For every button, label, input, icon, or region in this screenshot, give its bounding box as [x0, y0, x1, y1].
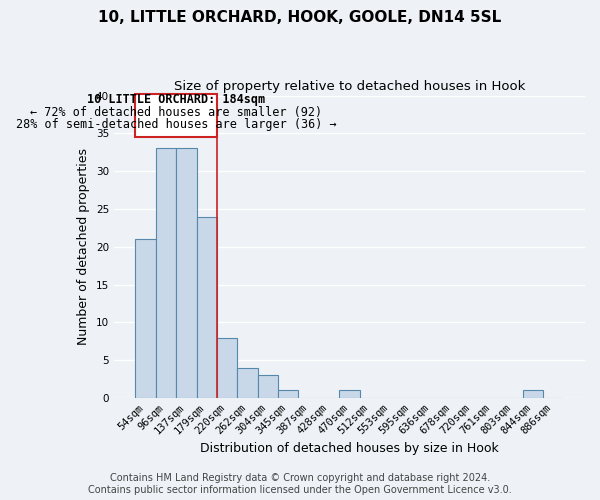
Bar [257, 376, 278, 398]
Y-axis label: Number of detached properties: Number of detached properties [77, 148, 90, 346]
Bar [217, 338, 237, 398]
Bar [176, 148, 197, 398]
X-axis label: Distribution of detached houses by size in Hook: Distribution of detached houses by size … [200, 442, 499, 455]
Title: Size of property relative to detached houses in Hook: Size of property relative to detached ho… [174, 80, 525, 93]
Bar [339, 390, 359, 398]
Text: 10 LITTLE ORCHARD: 184sqm: 10 LITTLE ORCHARD: 184sqm [87, 93, 265, 106]
Bar [197, 216, 217, 398]
Bar [278, 390, 298, 398]
FancyBboxPatch shape [136, 94, 217, 137]
Text: Contains HM Land Registry data © Crown copyright and database right 2024.
Contai: Contains HM Land Registry data © Crown c… [88, 474, 512, 495]
Bar [237, 368, 257, 398]
Bar [523, 390, 543, 398]
Text: ← 72% of detached houses are smaller (92): ← 72% of detached houses are smaller (92… [30, 106, 322, 118]
Text: 28% of semi-detached houses are larger (36) →: 28% of semi-detached houses are larger (… [16, 118, 337, 131]
Bar [136, 239, 156, 398]
Text: 10, LITTLE ORCHARD, HOOK, GOOLE, DN14 5SL: 10, LITTLE ORCHARD, HOOK, GOOLE, DN14 5S… [98, 10, 502, 25]
Bar [156, 148, 176, 398]
